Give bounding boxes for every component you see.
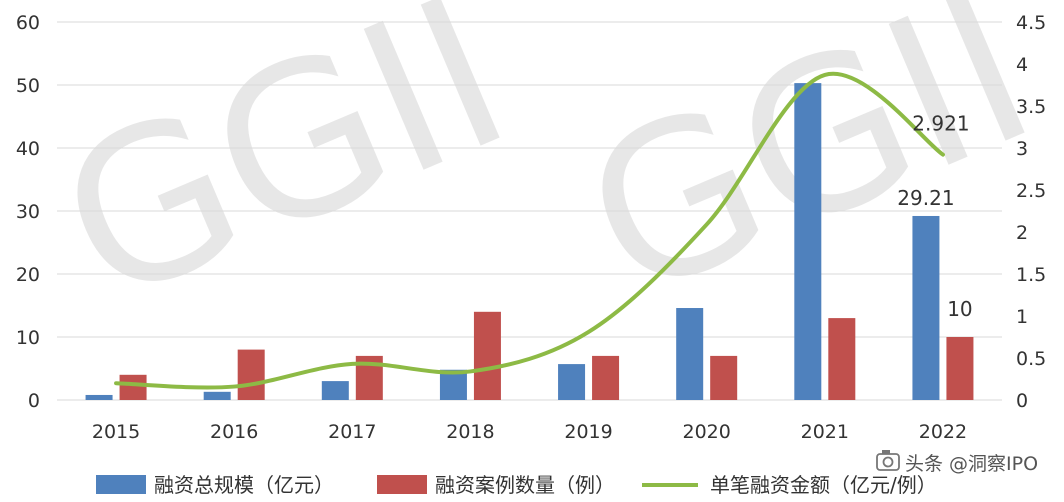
bar-total-financing bbox=[912, 215, 940, 400]
x-tick-label: 2016 bbox=[210, 421, 258, 443]
right-tick-label: 3 bbox=[1016, 138, 1028, 160]
bar-case-count bbox=[592, 355, 620, 400]
x-tick-label: 2020 bbox=[683, 421, 731, 443]
bar-total-financing bbox=[85, 394, 113, 400]
bar-total-financing bbox=[558, 364, 586, 400]
left-tick-label: 20 bbox=[16, 264, 40, 286]
legend-swatch bbox=[96, 475, 146, 494]
watermark-layer: GGII GGII bbox=[29, 0, 1063, 351]
left-tick-label: 60 bbox=[16, 12, 40, 34]
left-tick-label: 30 bbox=[16, 201, 40, 223]
left-tick-label: 50 bbox=[16, 75, 40, 97]
legend-label: 融资案例数量（例） bbox=[435, 473, 615, 497]
left-tick-label: 40 bbox=[16, 138, 40, 160]
x-tick-label: 2019 bbox=[564, 421, 612, 443]
data-label: 29.21 bbox=[897, 186, 954, 210]
right-tick-label: 0.5 bbox=[1016, 348, 1046, 370]
x-tick-label: 2017 bbox=[328, 421, 376, 443]
bar-total-financing bbox=[794, 83, 822, 401]
right-tick-label: 2.5 bbox=[1016, 180, 1046, 202]
data-label: 2.921 bbox=[912, 112, 969, 136]
left-tick-label: 10 bbox=[16, 327, 40, 349]
bar-case-count bbox=[119, 374, 147, 400]
x-tick-label: 2015 bbox=[92, 421, 140, 443]
data-label: 10 bbox=[947, 297, 972, 321]
bar-case-count bbox=[710, 355, 738, 400]
bar-case-count bbox=[473, 311, 501, 400]
data-labels: 29.21 10 2.921 bbox=[897, 112, 972, 321]
camera-icon bbox=[876, 450, 900, 471]
right-tick-label: 3.5 bbox=[1016, 96, 1046, 118]
x-axis: 2015 2016 2017 2018 2019 2020 2021 2022 bbox=[92, 421, 967, 443]
line-series bbox=[114, 71, 945, 390]
left-axis: 0 10 20 30 40 50 60 bbox=[16, 12, 40, 412]
right-tick-label: 4.5 bbox=[1016, 12, 1046, 34]
bar-case-count bbox=[828, 318, 856, 400]
line-single-financing bbox=[114, 71, 945, 390]
branding: 头条 @洞察IPO bbox=[876, 450, 1038, 475]
bar-total-financing bbox=[439, 369, 467, 400]
x-tick-label: 2022 bbox=[919, 421, 967, 443]
legend-swatch bbox=[377, 475, 427, 494]
brand-text: 头条 @洞察IPO bbox=[905, 453, 1038, 475]
bar-case-count bbox=[237, 349, 265, 400]
right-tick-label: 1.5 bbox=[1016, 264, 1046, 286]
legend-label: 融资总规模（亿元） bbox=[154, 473, 334, 497]
right-tick-label: 1 bbox=[1016, 306, 1028, 328]
watermark-left: GGII bbox=[29, 0, 538, 351]
left-tick-label: 0 bbox=[28, 390, 40, 412]
right-tick-label: 4 bbox=[1016, 54, 1028, 76]
right-tick-label: 2 bbox=[1016, 222, 1028, 244]
right-tick-label: 0 bbox=[1016, 390, 1028, 412]
bar-total-financing bbox=[203, 391, 231, 400]
legend-label: 单笔融资金额（亿元/例） bbox=[710, 473, 937, 497]
right-axis: 0 0.5 1 1.5 2 2.5 3 3.5 4 4.5 bbox=[1016, 12, 1046, 412]
bar-case-count bbox=[946, 337, 974, 400]
legend: 融资总规模（亿元） 融资案例数量（例） 单笔融资金额（亿元/例） bbox=[96, 473, 937, 497]
bar-total-financing bbox=[676, 308, 704, 400]
bar-total-financing bbox=[321, 381, 349, 400]
bar-series bbox=[85, 83, 974, 401]
x-tick-label: 2018 bbox=[446, 421, 494, 443]
x-tick-label: 2021 bbox=[801, 421, 849, 443]
